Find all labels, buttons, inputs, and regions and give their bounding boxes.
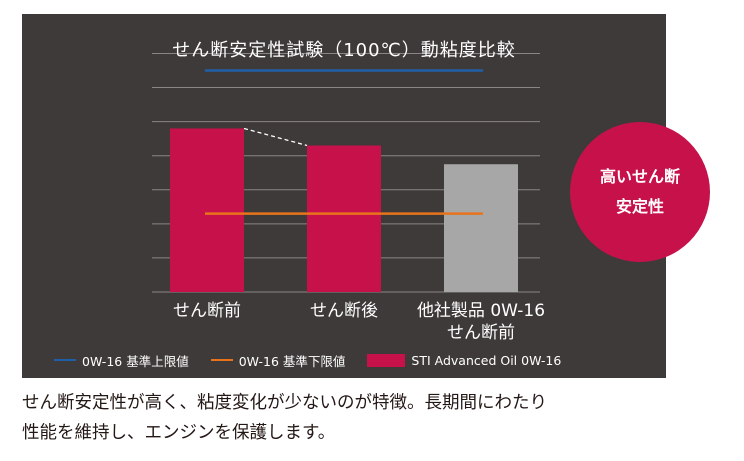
category-label-competitor: 他社製品 0W-16 せん断前	[396, 300, 566, 344]
category-label-line: せん断前	[173, 301, 241, 321]
category-label-line: せん断前	[447, 323, 515, 343]
legend-label-lower-limit: 0W-16 基準下限値	[238, 353, 346, 369]
legend-item-upper-limit: 0W-16 基準上限値	[54, 351, 189, 370]
category-label-after-shear: せん断後	[259, 300, 429, 322]
bar-connector-dashed	[243, 127, 308, 147]
chart-title: せん断安定性試験（100℃）動粘度比較	[172, 40, 516, 61]
bar-1	[307, 145, 381, 292]
category-label-line: せん断後	[310, 301, 378, 321]
legend-swatch-upper-limit	[54, 359, 76, 361]
legend-label-sti-oil: STI Advanced Oil 0W-16	[411, 352, 562, 368]
category-label-line: 他社製品 0W-16	[416, 301, 546, 321]
legend-label-upper-limit: 0W-16 基準上限値	[82, 353, 189, 369]
legend-swatch-lower-limit	[210, 359, 233, 361]
badge-text-line1: 高いせん断	[599, 167, 680, 186]
chart-plot	[152, 52, 540, 293]
category-label-before-shear: せん断前	[122, 300, 292, 322]
badge-text-line2: 安定性	[615, 197, 664, 216]
legend-item-sti-oil: STI Advanced Oil 0W-16	[367, 353, 561, 368]
bar-0	[170, 128, 244, 292]
chart-panel: せん断安定性試験（100℃）動粘度比較 せん断前 せん断後 他社製品 0W-16…	[22, 14, 666, 378]
legend-item-lower-limit: 0W-16 基準下限値	[210, 351, 346, 370]
feature-badge: 高いせん断 安定性	[570, 122, 710, 262]
description-text: せん断安定性が高く、粘度変化が少ないのが特徴。長期間にわたり 性能を維持し、エン…	[22, 388, 722, 448]
description-line2: 性能を維持し、エンジンを保護します。	[22, 423, 336, 443]
bar-2	[444, 164, 518, 292]
description-line1: せん断安定性が高く、粘度変化が少ないのが特徴。長期間にわたり	[22, 393, 547, 413]
legend-swatch-sti-oil	[367, 353, 406, 367]
chart-legend: 0W-16 基準上限値 0W-16 基準下限値 STI Advanced Oil…	[54, 350, 583, 370]
